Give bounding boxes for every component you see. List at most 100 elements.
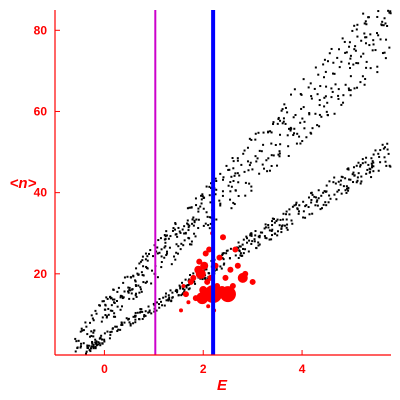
black-point — [268, 169, 271, 172]
black-point — [356, 86, 359, 89]
black-point — [248, 137, 251, 140]
black-point — [329, 197, 332, 200]
black-point — [105, 296, 108, 299]
black-point — [355, 28, 358, 31]
black-point — [148, 252, 151, 255]
black-point — [123, 290, 126, 293]
black-point — [243, 170, 246, 173]
black-point — [357, 62, 360, 65]
black-point — [344, 177, 347, 180]
black-point — [134, 284, 137, 287]
black-point — [337, 180, 340, 183]
black-point — [182, 287, 185, 290]
black-point — [222, 263, 225, 266]
black-point — [278, 152, 281, 155]
black-point — [156, 246, 159, 249]
black-point — [355, 181, 358, 184]
black-point — [271, 224, 274, 227]
black-point — [308, 213, 311, 216]
black-point — [193, 232, 196, 235]
black-point — [157, 239, 160, 242]
black-point — [232, 160, 235, 163]
black-point — [310, 95, 313, 98]
black-point — [317, 189, 320, 192]
black-point — [254, 155, 257, 158]
black-point — [152, 255, 155, 258]
black-point — [279, 119, 282, 122]
black-point — [132, 275, 135, 278]
black-point — [94, 341, 97, 344]
black-point — [137, 273, 140, 276]
black-point — [155, 301, 158, 304]
black-point — [88, 348, 91, 351]
black-point — [365, 60, 368, 63]
black-point — [351, 173, 354, 176]
black-point — [104, 304, 107, 307]
black-point — [377, 34, 380, 37]
black-point — [272, 217, 275, 220]
black-point — [129, 324, 132, 327]
black-point — [270, 229, 273, 232]
black-point — [266, 170, 269, 173]
red-point — [222, 274, 229, 281]
black-point — [247, 169, 250, 172]
black-point — [244, 194, 247, 197]
black-point — [84, 321, 87, 324]
black-point — [202, 207, 205, 210]
black-point — [342, 185, 345, 188]
black-point — [144, 314, 147, 317]
black-point — [158, 251, 161, 254]
black-point — [134, 314, 137, 317]
black-point — [272, 154, 275, 157]
black-point — [261, 163, 264, 166]
black-point — [131, 288, 134, 291]
black-point — [302, 216, 305, 219]
black-point — [271, 220, 274, 223]
black-point — [338, 66, 341, 69]
black-point — [117, 286, 120, 289]
black-point — [267, 226, 270, 229]
black-point — [113, 312, 116, 315]
black-point — [317, 197, 320, 200]
black-point — [251, 168, 254, 171]
red-point — [190, 274, 197, 281]
black-point — [258, 172, 261, 175]
black-point — [286, 134, 289, 137]
black-point — [97, 341, 100, 344]
black-point — [230, 175, 233, 178]
black-point — [372, 153, 375, 156]
black-point — [174, 222, 177, 225]
red-point — [232, 246, 239, 253]
black-point — [105, 315, 108, 318]
black-point — [377, 152, 380, 155]
black-point — [386, 24, 389, 27]
black-point — [242, 152, 245, 155]
black-point — [168, 246, 171, 249]
black-point — [370, 157, 373, 160]
black-point — [309, 82, 312, 85]
black-point — [288, 213, 291, 216]
black-point — [308, 112, 311, 115]
black-point — [261, 231, 264, 234]
black-point — [291, 205, 294, 208]
black-point — [209, 222, 212, 225]
black-point — [92, 319, 95, 322]
black-point — [94, 347, 97, 350]
black-point — [374, 149, 377, 152]
black-point — [165, 234, 168, 237]
black-point — [137, 284, 140, 287]
black-point — [323, 190, 326, 193]
black-point — [165, 299, 168, 302]
black-point — [132, 315, 135, 318]
black-point — [348, 41, 351, 44]
black-point — [289, 126, 292, 129]
black-point — [204, 222, 207, 225]
black-point — [91, 317, 94, 320]
black-point — [377, 169, 380, 172]
black-point — [267, 223, 270, 226]
black-point — [169, 235, 172, 238]
black-point — [386, 142, 389, 145]
black-point — [324, 201, 327, 204]
black-point — [167, 237, 170, 240]
black-point — [197, 207, 200, 210]
